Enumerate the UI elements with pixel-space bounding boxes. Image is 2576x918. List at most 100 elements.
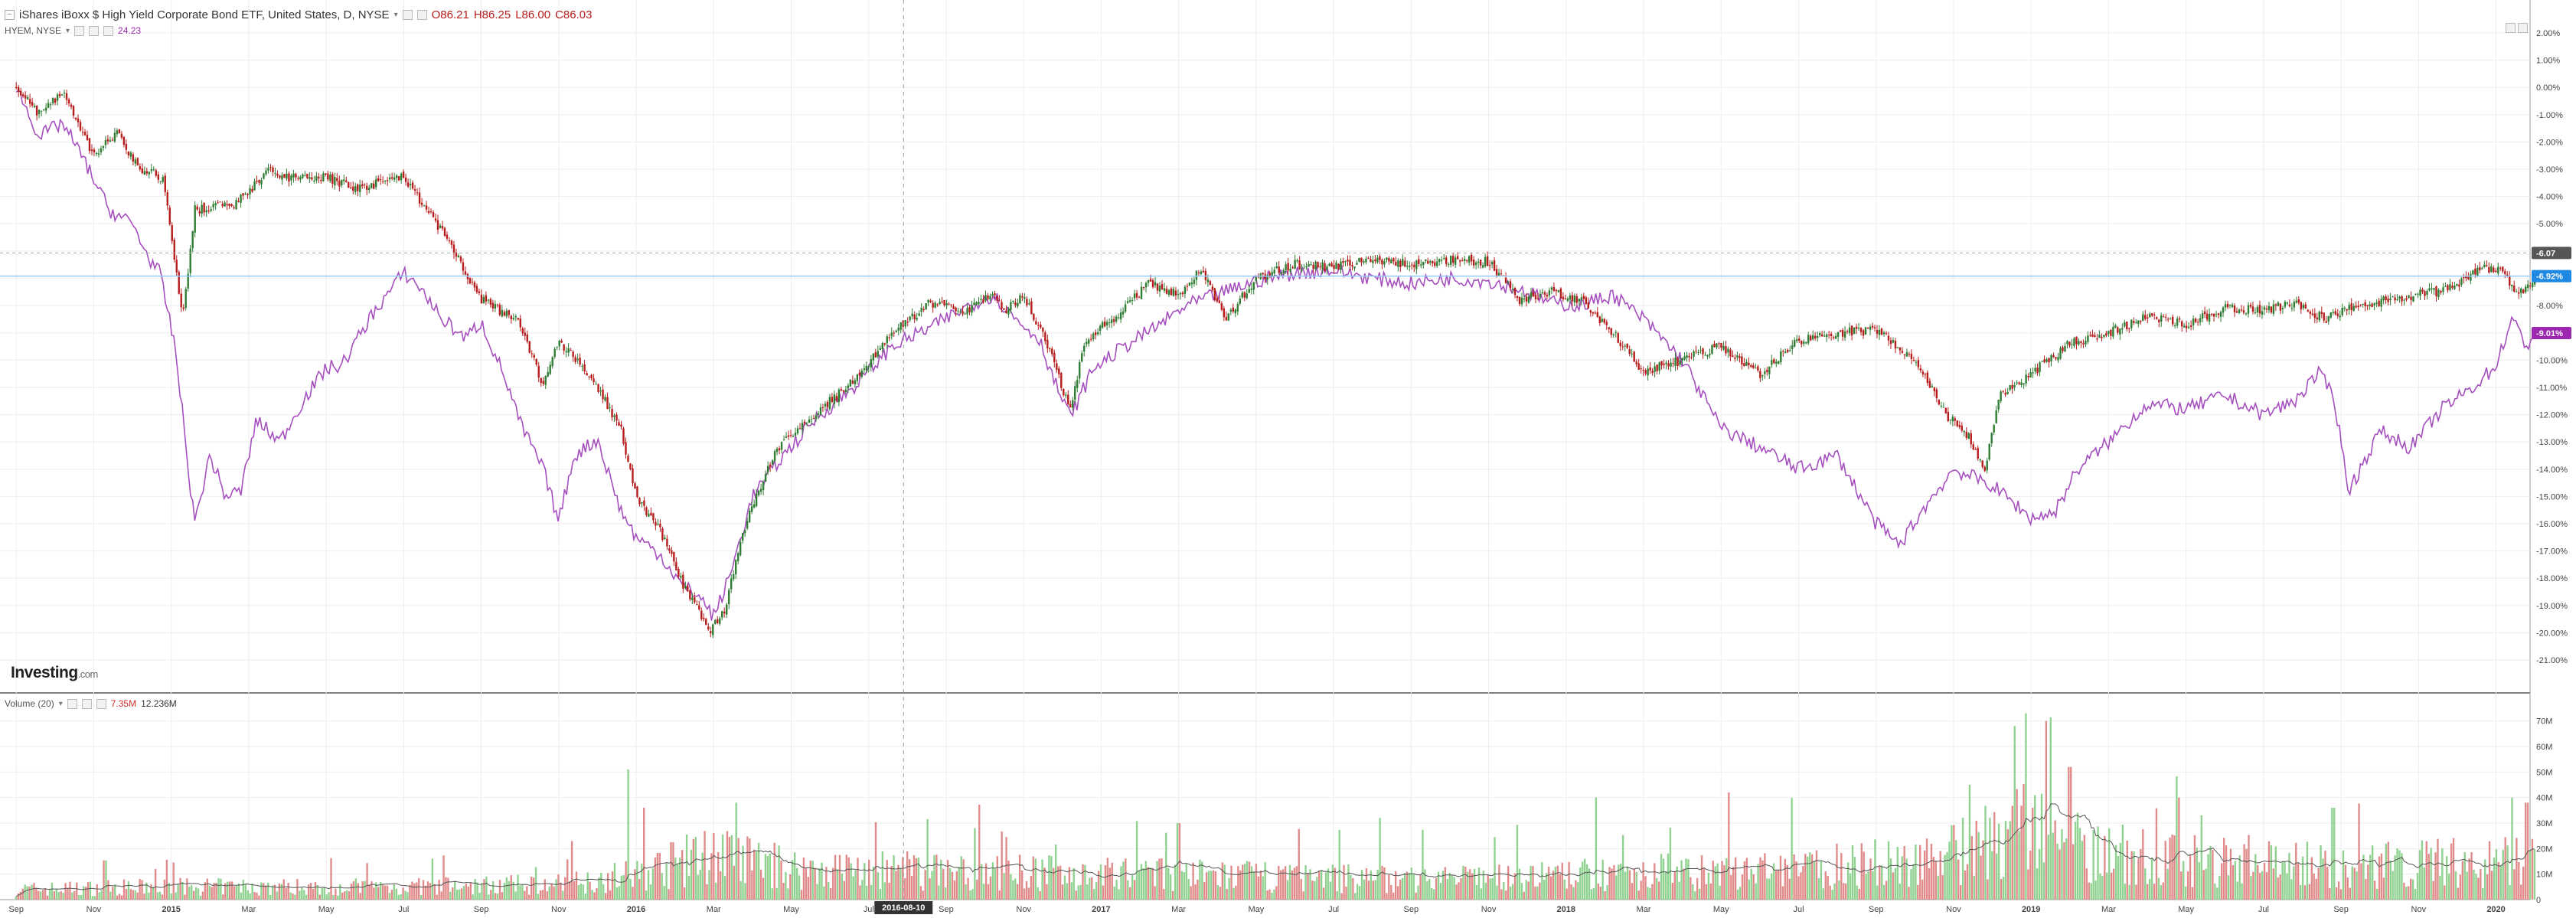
volume-bar	[1131, 874, 1134, 900]
settings-icon[interactable]	[81, 698, 92, 709]
volume-bar	[2490, 871, 2493, 900]
volume-bar	[2324, 851, 2326, 900]
volume-bar	[2070, 766, 2072, 900]
volume-bar	[2452, 838, 2455, 900]
high-value: H86.25	[473, 8, 511, 21]
volume-bar	[1228, 877, 1230, 900]
volume-bar	[2310, 857, 2313, 900]
volume-bar	[2011, 805, 2013, 900]
x-tick-label: Sep	[1404, 905, 1419, 914]
candle-body	[1074, 386, 1076, 400]
candle-body	[2300, 302, 2303, 310]
candle-body	[2224, 304, 2227, 308]
candle-body	[77, 118, 80, 123]
chevron-down-icon[interactable]: ▾	[58, 699, 63, 708]
maximize-icon[interactable]	[2506, 23, 2516, 33]
candle-body	[1546, 294, 1549, 297]
candle-body	[2156, 317, 2158, 319]
candle-body	[1848, 327, 1851, 334]
candle-body	[655, 521, 657, 526]
volume-bar	[2272, 868, 2275, 900]
candle-body	[964, 313, 966, 315]
volume-bar	[1892, 872, 1895, 900]
grid	[0, 0, 2531, 900]
volume-bar	[1293, 867, 1296, 900]
candle-body	[2444, 286, 2447, 287]
minimize-icon[interactable]	[2518, 23, 2528, 33]
candle-body	[1370, 259, 1372, 263]
chevron-down-icon[interactable]: ▾	[66, 26, 70, 35]
candle-body	[65, 93, 68, 100]
settings-icon[interactable]	[89, 25, 100, 36]
candle-body	[1892, 340, 1895, 343]
volume-bar	[874, 822, 877, 900]
volume-bar	[354, 878, 358, 900]
candle-body	[1409, 265, 1411, 267]
volume-bar	[1774, 871, 1778, 900]
volume-bar	[870, 884, 873, 900]
chevron-down-icon[interactable]: ▾	[393, 11, 398, 19]
eye-icon[interactable]	[74, 25, 85, 36]
close-icon[interactable]	[96, 698, 106, 709]
volume-bar	[1439, 883, 1442, 900]
volume-bar	[726, 831, 729, 900]
eye-icon[interactable]	[67, 698, 77, 709]
candle-body	[1801, 340, 1803, 345]
volume-bar	[1547, 867, 1550, 900]
volume-bar	[2520, 884, 2522, 900]
candle-body	[2371, 303, 2373, 308]
volume-bar	[1845, 883, 1847, 900]
candle-body	[1133, 293, 1136, 299]
volume-bar	[935, 854, 938, 900]
candle-body	[664, 537, 666, 540]
volume-bar	[1633, 868, 1636, 900]
candle-body	[778, 448, 781, 450]
volume-bar	[1140, 864, 1143, 900]
volume-bar	[613, 863, 616, 900]
volume-bars	[15, 713, 2536, 900]
candle-body	[1894, 341, 1897, 349]
candle-body	[1513, 287, 1517, 296]
volume-bar	[1647, 887, 1649, 900]
volume-bar	[474, 879, 476, 900]
volume-bar	[971, 889, 974, 900]
candle-body	[1734, 357, 1736, 359]
candle-body	[533, 354, 535, 358]
candle-body	[377, 178, 380, 181]
candle-body	[2133, 321, 2135, 323]
volume-bar	[2133, 851, 2135, 900]
candle-body	[2071, 344, 2073, 345]
candle-body	[1287, 263, 1289, 271]
volume-bar	[1210, 871, 1213, 900]
volume-bar	[544, 879, 546, 900]
volume-bar	[1768, 878, 1771, 900]
candle-body	[1420, 264, 1422, 266]
collapse-icon[interactable]: –	[5, 10, 15, 20]
candle-body	[753, 504, 756, 508]
candle-body	[2062, 347, 2064, 351]
candle-body	[2405, 298, 2408, 300]
candle-body	[789, 435, 792, 436]
volume-bar	[1201, 861, 1203, 900]
candle-body	[759, 488, 762, 492]
candle-body	[2098, 335, 2101, 338]
volume-bar	[902, 857, 904, 900]
candle-body	[1392, 258, 1395, 262]
volume-bar	[1415, 892, 1417, 900]
volume-bar	[129, 889, 132, 900]
candle-body	[1745, 361, 1748, 366]
volume-bar	[1498, 864, 1500, 900]
volume-bar	[452, 887, 454, 900]
volume-bar	[335, 888, 337, 900]
volume-bar	[1644, 876, 1647, 900]
volume-bar	[948, 868, 952, 900]
candle-body	[1294, 260, 1296, 270]
close-icon[interactable]	[103, 25, 114, 36]
candle-body	[2313, 313, 2316, 319]
close-icon[interactable]	[416, 10, 427, 20]
settings-icon[interactable]	[402, 10, 413, 20]
volume-bar	[194, 887, 198, 900]
volume-bar	[328, 892, 330, 900]
volume-bar	[438, 880, 440, 900]
